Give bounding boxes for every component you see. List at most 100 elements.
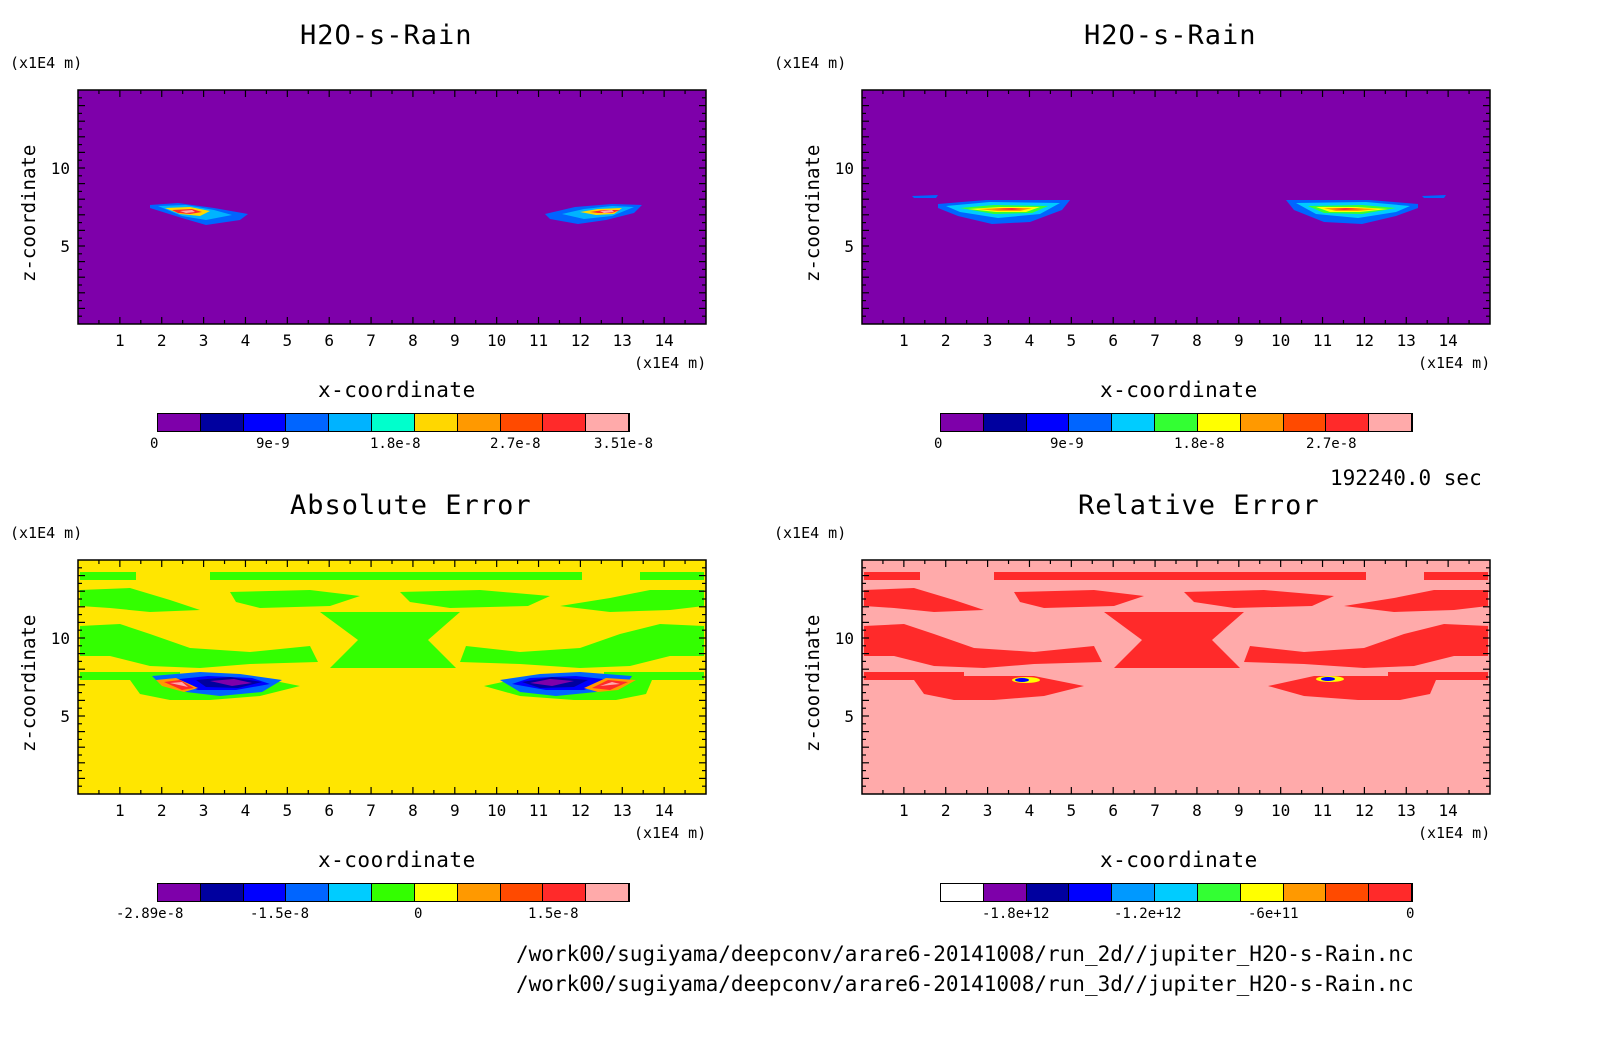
panel4-y-unit: (x1E4 m)	[774, 524, 847, 542]
x-tick-label: 14	[655, 801, 674, 820]
cb2-tick-3: 2.7e-8	[1306, 436, 1357, 452]
panel3-y-unit: (x1E4 m)	[10, 524, 83, 542]
colorbar-segment	[1197, 414, 1241, 431]
panel1-feature-left	[150, 203, 248, 225]
y-tick-label: 10	[51, 159, 70, 178]
cb2-tick-1: 9e-9	[1050, 436, 1084, 452]
panel4-title: Relative Error	[1078, 490, 1320, 521]
colorbar-segment	[941, 414, 984, 431]
panel2-thin-right	[1422, 195, 1446, 198]
cb1-tick-4: 3.51e-8	[594, 436, 654, 452]
colorbar-segment	[1112, 414, 1156, 431]
time-label: 192240.0 sec	[1330, 466, 1482, 490]
panel2-feat-right-red	[1332, 208, 1364, 210]
panel1-title: H2O-s-Rain	[300, 20, 473, 51]
panel2-thin-left	[912, 195, 938, 198]
x-tick-label: 9	[1234, 801, 1244, 820]
y-tick-label: 10	[51, 629, 70, 648]
colorbar-segment	[414, 884, 458, 901]
colorbar-segment	[543, 884, 587, 901]
x-tick-label: 9	[1234, 331, 1244, 350]
panel4-xlabel: x-coordinate	[1100, 848, 1258, 872]
y-tick-label: 5	[60, 237, 70, 256]
x-tick-label: 4	[1025, 331, 1035, 350]
x-tick-label: 12	[1355, 801, 1374, 820]
x-tick-label: 14	[1439, 801, 1458, 820]
x-tick-label: 2	[941, 331, 951, 350]
colorbar-segment	[983, 884, 1027, 901]
colorbar-segment	[1026, 884, 1070, 901]
panel3-title: Absolute Error	[290, 490, 532, 521]
colorbar-segment	[372, 884, 415, 901]
x-tick-label: 1	[899, 331, 909, 350]
y-tick-label: 10	[835, 629, 854, 648]
x-tick-label: 2	[157, 331, 167, 350]
panel2-feature-left	[938, 200, 1070, 224]
x-tick-label: 3	[983, 331, 993, 350]
cb4-tick-0: -1.8e+12	[982, 906, 1050, 922]
colorbar-segment	[1369, 884, 1412, 901]
colorbar-segment	[200, 414, 244, 431]
colorbar-segment	[200, 884, 244, 901]
panel1-feature-right	[545, 204, 642, 224]
colorbar-segment	[983, 414, 1027, 431]
x-tick-label: 2	[157, 801, 167, 820]
cb1-tick-1: 9e-9	[256, 436, 290, 452]
x-tick-label: 8	[1192, 331, 1202, 350]
colorbar-segment	[1069, 884, 1113, 901]
colorbar-segment	[1283, 884, 1327, 901]
colorbar-segment	[1283, 414, 1327, 431]
x-tick-label: 9	[450, 331, 460, 350]
colorbar-panel1	[157, 413, 630, 432]
colorbar-segment	[1069, 414, 1113, 431]
x-tick-label: 10	[1271, 331, 1290, 350]
x-tick-label: 6	[1108, 331, 1118, 350]
colorbar-segment	[243, 884, 287, 901]
colorbar-segment	[500, 884, 544, 901]
x-tick-label: 5	[1067, 331, 1077, 350]
x-tick-label: 7	[1150, 801, 1160, 820]
x-tick-label: 1	[115, 331, 125, 350]
cb4-tick-2: -6e+11	[1248, 906, 1299, 922]
colorbar-segment	[1026, 414, 1070, 431]
x-tick-label: 5	[283, 331, 293, 350]
cb1-tick-2: 1.8e-8	[370, 436, 421, 452]
colorbar-segment	[457, 884, 501, 901]
x-tick-label: 2	[941, 801, 951, 820]
panel3-error-right	[500, 672, 636, 696]
panel4-spot-left	[1012, 677, 1040, 683]
colorbar-segment	[1240, 414, 1284, 431]
colorbar-segment	[414, 414, 458, 431]
x-tick-label: 10	[1271, 801, 1290, 820]
colorbar-segment	[1155, 414, 1198, 431]
x-tick-label: 1	[115, 801, 125, 820]
panel2-y-unit: (x1E4 m)	[774, 54, 847, 72]
panel1-xlabel: x-coordinate	[318, 378, 476, 402]
colorbar-segment	[329, 884, 373, 901]
colorbar-segment	[586, 414, 629, 431]
panel4-x-unit: (x1E4 m)	[1418, 824, 1491, 842]
x-tick-label: 8	[408, 801, 418, 820]
cb3-tick-1: -1.5e-8	[250, 906, 310, 922]
cb3-tick-0: -2.89e-8	[116, 906, 184, 922]
panel1-x-unit: (x1E4 m)	[634, 354, 707, 372]
colorbar-segment	[500, 414, 544, 431]
panel2-xlabel: x-coordinate	[1100, 378, 1258, 402]
panel3-error-left	[152, 672, 282, 696]
x-tick-label: 13	[1397, 801, 1416, 820]
x-tick-label: 10	[487, 801, 506, 820]
x-tick-label: 7	[366, 331, 376, 350]
x-tick-label: 9	[450, 801, 460, 820]
x-tick-label: 11	[529, 801, 548, 820]
y-tick-label: 5	[844, 707, 854, 726]
panel2-title: H2O-s-Rain	[1084, 20, 1257, 51]
panel2-x-unit: (x1E4 m)	[1418, 354, 1491, 372]
colorbar-segment	[1326, 414, 1370, 431]
panel3-green-bands	[80, 572, 704, 700]
colorbar-panel2	[940, 413, 1413, 432]
x-tick-label: 11	[1313, 331, 1332, 350]
colorbar-segment	[243, 414, 287, 431]
panel1-feat-right-pink	[600, 210, 614, 213]
colorbar-segment	[941, 884, 984, 901]
